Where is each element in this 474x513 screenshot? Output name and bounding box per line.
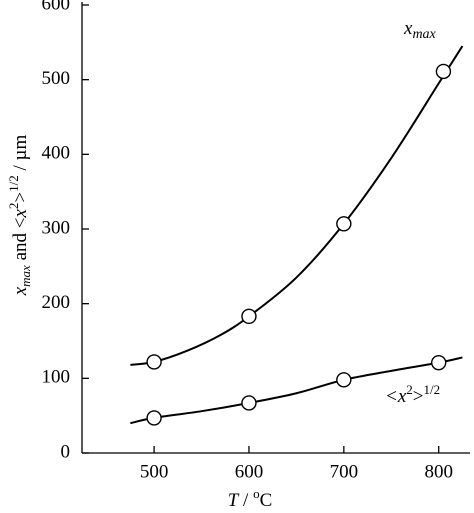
x-tick-label: 800 bbox=[424, 461, 453, 482]
series-label: <x2>1/2 bbox=[385, 382, 440, 407]
series-label-sup2: 1/2 bbox=[423, 382, 440, 397]
series-label-sub: max bbox=[412, 27, 436, 42]
x-axis-label: T / oC bbox=[228, 486, 273, 511]
series-label-sup: 2 bbox=[406, 382, 413, 397]
x-label-sep: / bbox=[238, 490, 253, 511]
x-label-sup: o bbox=[253, 486, 260, 501]
y-label-mid: and < bbox=[10, 218, 31, 266]
data-point bbox=[336, 372, 352, 388]
x-tick-label: 700 bbox=[330, 461, 359, 482]
y-label-sub: max bbox=[18, 265, 33, 287]
y-tick-label: 400 bbox=[42, 143, 71, 164]
y-label-unit: / µm bbox=[10, 135, 31, 176]
y-label-var: x bbox=[10, 286, 31, 296]
x-label-var: T bbox=[228, 490, 240, 511]
y-tick-label: 600 bbox=[42, 0, 71, 14]
series-label-name: <x bbox=[385, 386, 407, 407]
y-label-sup2: 1/2 bbox=[6, 175, 21, 192]
y-label-sup: 2 bbox=[6, 203, 21, 210]
x-tick-label: 600 bbox=[235, 461, 264, 482]
fit-line bbox=[130, 45, 464, 366]
y-tick-label: 300 bbox=[42, 217, 71, 238]
series-label-name: x bbox=[403, 18, 413, 39]
series-label: xmax bbox=[403, 18, 437, 42]
data-point bbox=[146, 410, 162, 426]
y-tick-label: 100 bbox=[42, 367, 71, 388]
data-point bbox=[241, 395, 257, 411]
data-point bbox=[336, 216, 352, 232]
series-label-close: > bbox=[413, 386, 424, 407]
fit-line bbox=[130, 356, 463, 425]
y-label-close: > bbox=[10, 192, 31, 203]
y-label-var2: x bbox=[10, 209, 31, 219]
data-point bbox=[435, 63, 452, 80]
y-axis-label: xmax and <x2>1/2 / µm bbox=[6, 135, 33, 297]
data-point bbox=[146, 354, 162, 370]
x-label-unit: C bbox=[260, 490, 273, 511]
data-point bbox=[430, 354, 447, 371]
x-tick-label: 500 bbox=[140, 461, 169, 482]
y-tick-label: 0 bbox=[61, 441, 71, 462]
data-point bbox=[241, 308, 257, 325]
y-tick-label: 500 bbox=[42, 68, 71, 89]
y-tick-label: 200 bbox=[42, 292, 71, 313]
